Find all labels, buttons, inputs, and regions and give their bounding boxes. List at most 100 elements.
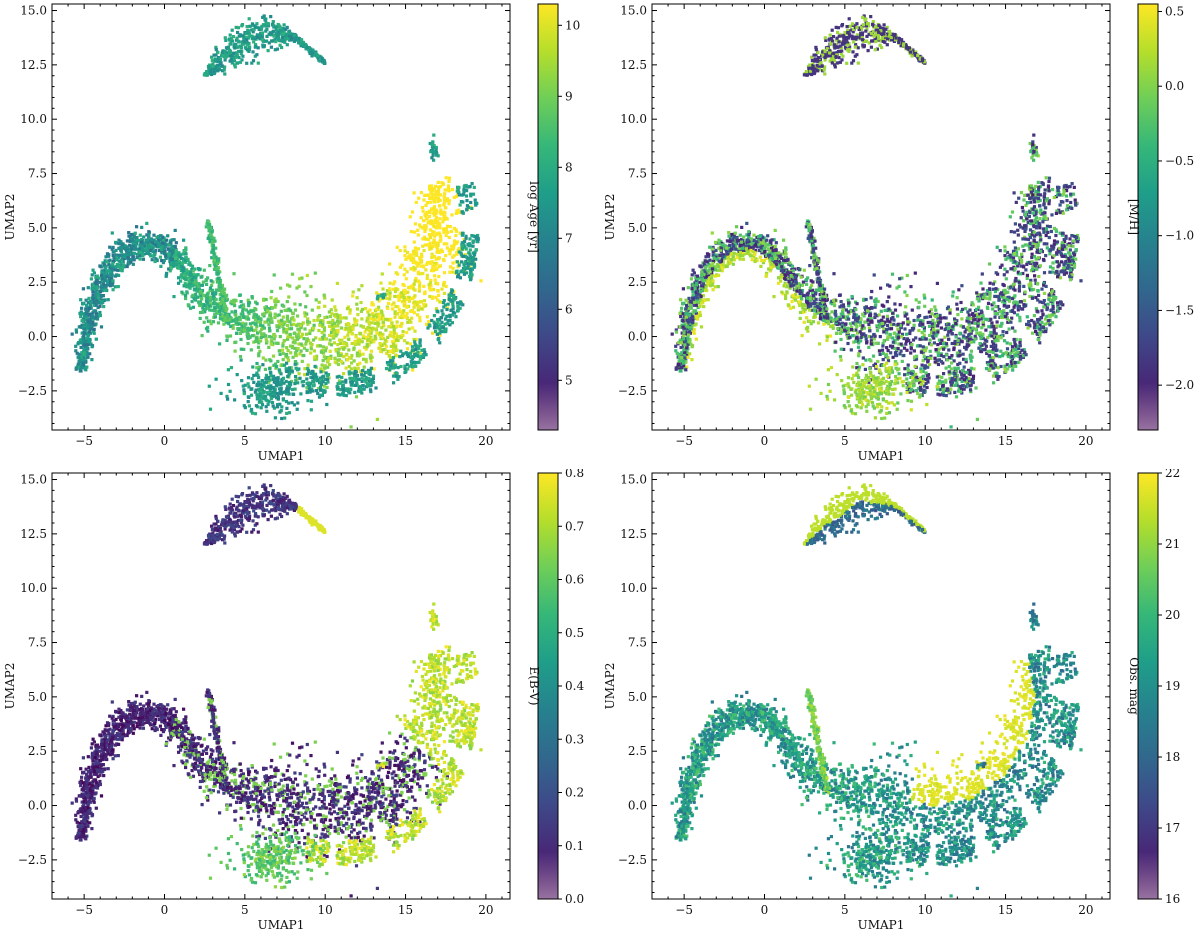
scatter-point <box>422 265 426 269</box>
scatter-point <box>94 311 98 315</box>
scatter-point <box>1028 286 1032 290</box>
scatter-point <box>246 326 250 330</box>
scatter-point <box>1034 241 1038 245</box>
scatter-point <box>370 301 374 305</box>
scatter-point <box>1026 261 1030 265</box>
scatter-point <box>86 342 90 346</box>
scatter-point <box>405 347 410 351</box>
scatter-point <box>447 293 451 297</box>
scatter-point <box>476 236 480 241</box>
scatter-point <box>79 315 83 319</box>
scatter-point <box>955 351 959 355</box>
scatter-point <box>374 386 378 390</box>
scatter-point <box>389 356 393 360</box>
scatter-point <box>247 336 251 340</box>
scatter-point <box>166 234 170 238</box>
scatter-point <box>303 311 307 315</box>
scatter-point <box>220 303 224 307</box>
scatter-point <box>268 378 272 382</box>
scatter-point <box>344 353 348 357</box>
scatter-point <box>339 359 343 364</box>
scatter-point <box>174 248 178 253</box>
scatter-point <box>261 379 265 383</box>
scatter-point <box>248 45 252 49</box>
scatter-point <box>211 256 216 260</box>
scatter-point <box>403 364 407 368</box>
scatter-point <box>430 288 434 292</box>
scatter-point <box>205 296 209 300</box>
scatter-point <box>312 326 316 330</box>
scatter-point <box>241 315 245 319</box>
scatter-point <box>78 358 82 363</box>
scatter-point <box>412 240 416 244</box>
scatter-point <box>213 59 217 63</box>
scatter-point <box>238 49 242 53</box>
scatter-point <box>1047 199 1051 203</box>
scatter-point <box>991 287 996 291</box>
scatter-point <box>247 317 251 321</box>
scatter-point <box>97 298 101 302</box>
scatter-point <box>160 251 164 255</box>
scatter-point <box>933 324 937 328</box>
scatter-point <box>322 384 326 388</box>
scatter-point <box>287 34 292 38</box>
scatter-point <box>127 231 131 235</box>
scatter-point <box>825 298 829 302</box>
scatter-point <box>320 59 325 63</box>
scatter-point <box>172 295 176 299</box>
scatter-point <box>150 258 154 262</box>
scatter-point <box>442 305 446 309</box>
scatter-point <box>425 276 429 280</box>
scatter-point <box>285 361 289 365</box>
scatter-point <box>88 352 92 356</box>
scatter-point <box>396 334 400 338</box>
scatter-point <box>141 254 145 258</box>
scatter-point <box>273 312 277 316</box>
scatter-point <box>443 188 447 192</box>
scatter-point <box>840 304 844 308</box>
scatter-point <box>78 311 82 315</box>
colorbar-tick-label: 10 <box>565 18 580 32</box>
scatter-point <box>314 389 319 393</box>
scatter-point <box>272 24 276 28</box>
scatter-point <box>305 312 309 316</box>
scatter-point <box>405 330 409 335</box>
scatter-point <box>288 31 292 35</box>
scatter-point <box>691 311 695 315</box>
scatter-point <box>833 349 837 353</box>
scatter-point <box>299 349 303 353</box>
scatter-point <box>434 184 438 188</box>
scatter-point <box>993 280 997 284</box>
scatter-point <box>184 246 188 250</box>
scatter-point <box>161 235 165 239</box>
scatter-point <box>252 340 256 344</box>
scatter-point <box>457 250 461 254</box>
scatter-point <box>369 390 373 394</box>
scatter-point <box>90 345 94 349</box>
scatter-point <box>255 302 259 306</box>
scatter-point <box>720 269 724 273</box>
scatter-point <box>1009 258 1013 262</box>
scatter-point <box>308 384 312 388</box>
scatter-point <box>337 338 341 342</box>
scatter-point <box>235 373 239 377</box>
scatter-point <box>106 283 111 287</box>
scatter-point <box>456 273 461 277</box>
scatter-point <box>369 359 373 363</box>
scatter-point <box>246 330 250 334</box>
scatter-point <box>840 330 844 334</box>
scatter-point <box>447 298 451 302</box>
scatter-point <box>461 269 465 273</box>
scatter-point <box>107 253 111 257</box>
scatter-point <box>393 289 398 294</box>
scatter-point <box>303 327 307 331</box>
scatter-point <box>102 284 106 288</box>
scatter-point <box>270 401 275 405</box>
scatter-point <box>408 364 412 368</box>
scatter-point <box>462 238 466 242</box>
scatter-point <box>387 287 392 291</box>
scatter-point <box>214 57 218 61</box>
scatter-point <box>443 303 447 307</box>
scatter-point <box>1027 320 1031 324</box>
scatter-point <box>332 336 336 340</box>
